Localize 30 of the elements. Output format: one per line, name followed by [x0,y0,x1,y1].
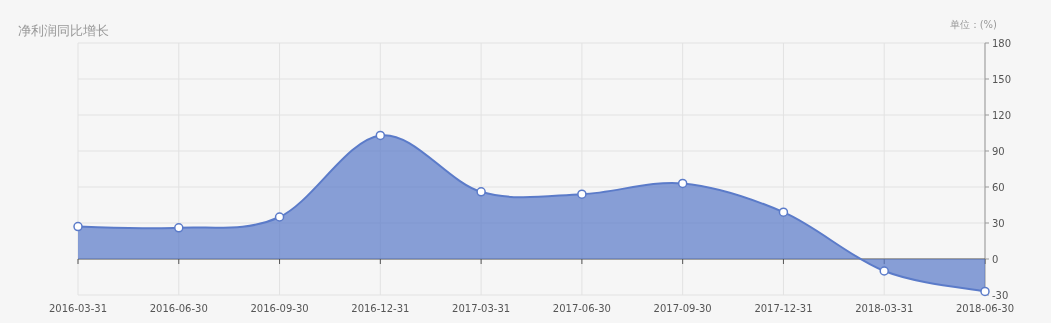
point [174,223,184,233]
point [375,130,386,141]
y-tick-label: 0 [992,254,999,265]
point [980,286,990,297]
x-tick-label: 2017-06-30 [552,303,611,314]
point [274,212,285,222]
point [476,187,486,197]
y-tick-label: 60 [992,182,1005,193]
x-tick-label: 2018-03-31 [855,303,914,314]
x-tick-label: 2017-12-31 [754,303,813,314]
x-tick-label: 2016-12-31 [351,303,410,314]
point [778,207,789,217]
y-tick-label: 150 [992,74,1012,85]
y-tick-label: 30 [992,218,1005,229]
y-tick-label: 90 [992,146,1005,157]
point [677,178,688,189]
x-tick-label: 2016-09-30 [250,303,309,314]
y-tick-label: 120 [992,110,1012,121]
x-tick-label: 2018-06-30 [955,303,1015,314]
point [73,221,83,232]
point [879,266,889,276]
x-tick-label: 2016-06-30 [149,303,208,314]
x-tick-label: 2016-03-31 [48,303,108,314]
y-tick-label: 180 [992,38,1012,49]
y-axis-title: 单位：(%) [949,19,998,30]
chart-title: 净利润同比增长 [18,23,109,38]
x-tick-label: 2017-09-30 [653,303,712,314]
x-tick-label: 2017-03-31 [452,303,511,314]
point [577,189,587,199]
y-tick-label: -30 [992,290,1009,301]
